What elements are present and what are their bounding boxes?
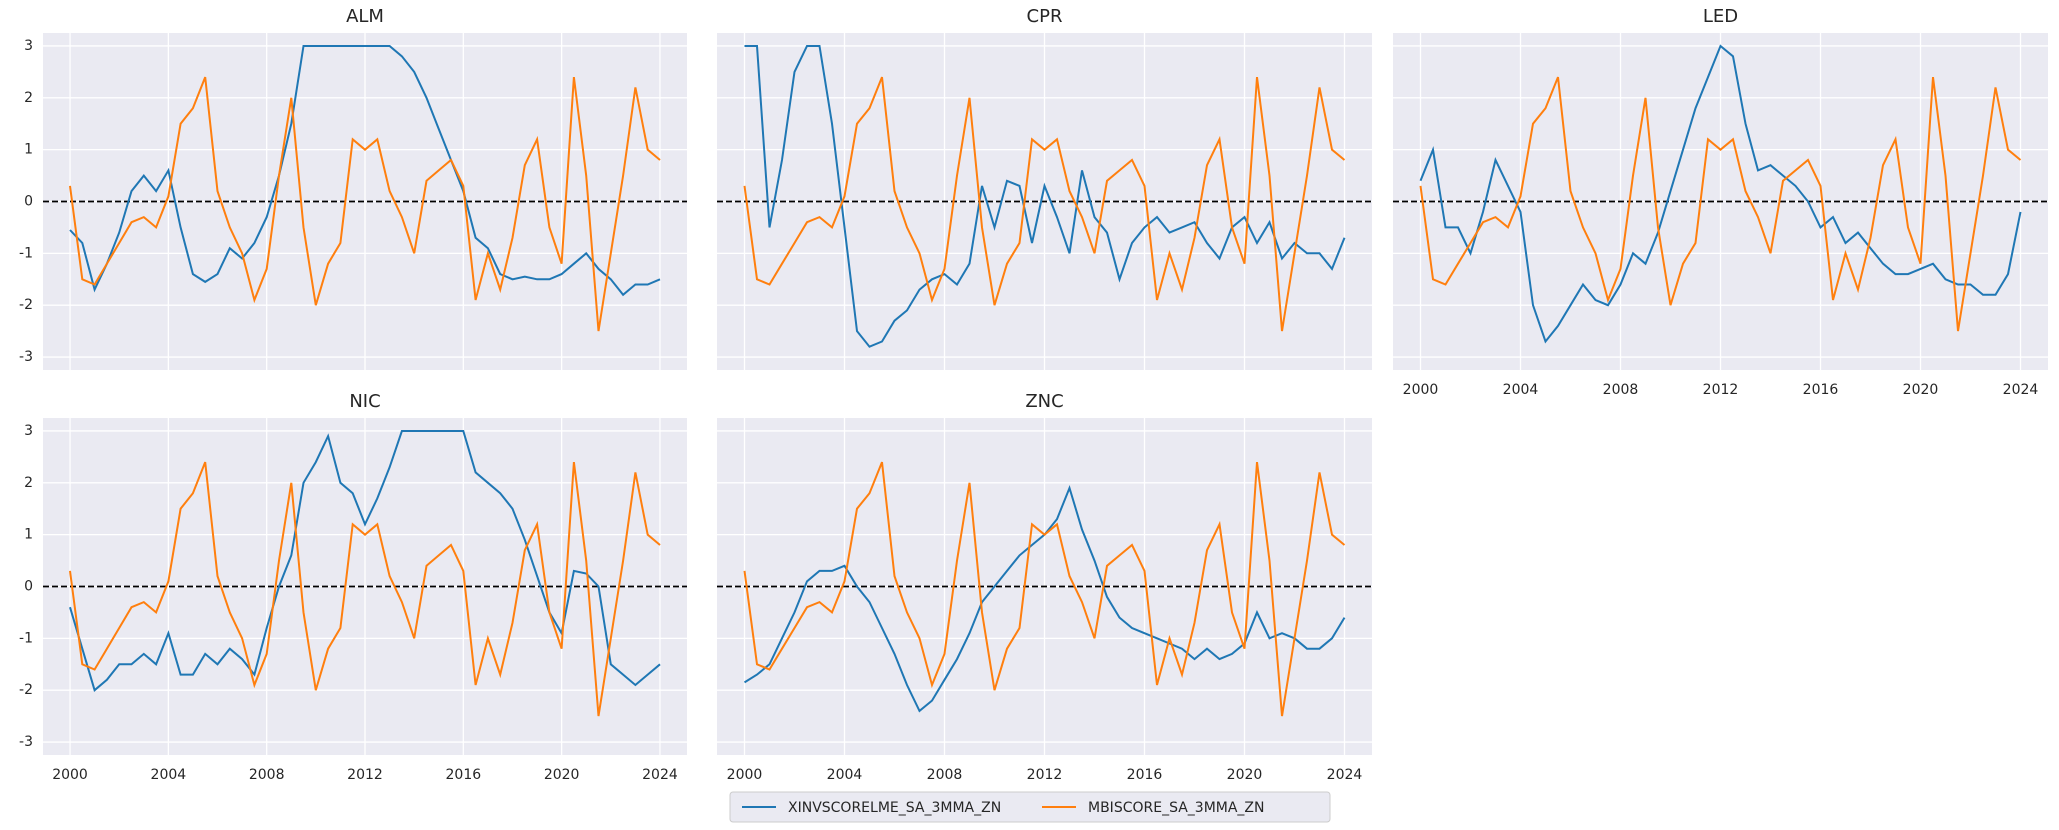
panel-title: CPR xyxy=(1027,6,1063,27)
series-line xyxy=(69,45,661,297)
legend-box xyxy=(729,791,1331,823)
x-tick-label: 2012 xyxy=(347,767,383,783)
x-tick-label: 2004 xyxy=(1503,382,1539,398)
x-tick-label: 2016 xyxy=(1127,767,1163,783)
y-tick-label: -2 xyxy=(19,297,33,313)
panel-title: LED xyxy=(1703,6,1738,27)
series-line xyxy=(69,76,661,332)
x-tick-label: 2008 xyxy=(249,767,285,783)
y-tick-label: -2 xyxy=(19,682,33,698)
y-tick-label: 2 xyxy=(24,475,33,491)
y-tick-label: -3 xyxy=(19,349,33,365)
y-tick-label: 3 xyxy=(24,423,33,439)
x-tick-label: 2024 xyxy=(2003,382,2039,398)
panel-title: ALM xyxy=(346,6,384,27)
series-line xyxy=(69,430,661,692)
x-tick-label: 2008 xyxy=(927,767,963,783)
y-tick-label: -1 xyxy=(19,245,33,261)
x-tick-label: 2020 xyxy=(1903,382,1939,398)
y-tick-label: 1 xyxy=(24,527,33,543)
x-tick-label: 2000 xyxy=(1403,382,1439,398)
legend-label: XINVSCORELME_SA_3MMA_ZN xyxy=(788,800,1001,816)
y-tick-label: 0 xyxy=(24,579,33,595)
x-tick-label: 2012 xyxy=(1703,382,1739,398)
series-line xyxy=(743,76,1346,332)
y-tick-label: 2 xyxy=(24,90,33,106)
x-tick-label: 2012 xyxy=(1027,767,1063,783)
x-tick-label: 2004 xyxy=(827,767,863,783)
x-tick-label: 2024 xyxy=(1327,767,1363,783)
x-tick-label: 2004 xyxy=(151,767,187,783)
x-tick-label: 2020 xyxy=(544,767,580,783)
x-tick-label: 2016 xyxy=(1803,382,1839,398)
x-tick-label: 2000 xyxy=(727,767,763,783)
x-tick-label: 2024 xyxy=(642,767,678,783)
legend: XINVSCORELME_SA_3MMA_ZN MBISCORE_SA_3MMA_… xyxy=(729,791,1331,823)
x-tick-label: 2016 xyxy=(446,767,482,783)
y-tick-label: 0 xyxy=(24,194,33,210)
series-line xyxy=(744,45,1346,348)
y-tick-label: -3 xyxy=(19,734,33,750)
x-tick-label: 2008 xyxy=(1603,382,1639,398)
legend-label: MBISCORE_SA_3MMA_ZN xyxy=(1088,800,1265,816)
x-tick-label: 2020 xyxy=(1227,767,1263,783)
y-tick-label: -1 xyxy=(19,630,33,646)
series-line xyxy=(1419,76,2022,332)
series-line xyxy=(743,461,1346,717)
y-tick-label: 3 xyxy=(24,38,33,54)
panel-title: ZNC xyxy=(1025,391,1063,412)
y-tick-label: 1 xyxy=(24,142,33,158)
x-tick-label: 2000 xyxy=(52,767,88,783)
panel-title: NIC xyxy=(349,391,380,412)
series-line xyxy=(69,461,661,717)
series-line xyxy=(1419,44,2022,344)
